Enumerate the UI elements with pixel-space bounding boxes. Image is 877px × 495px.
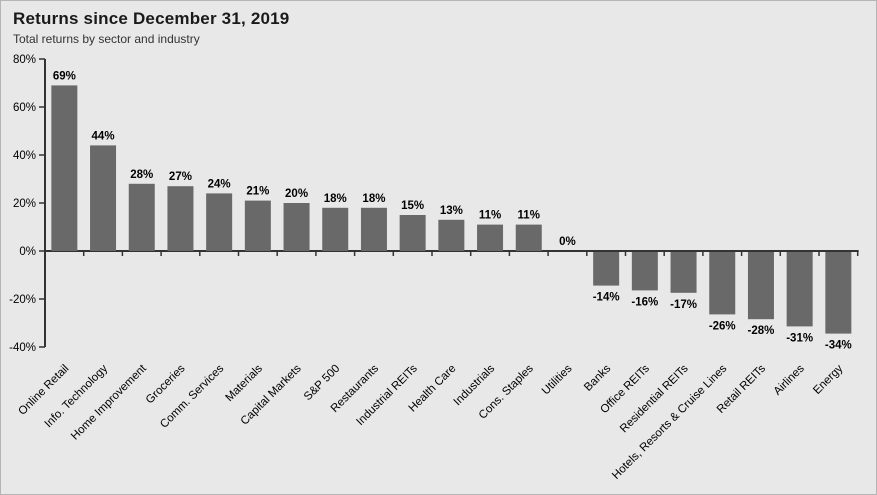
bar-banks (593, 252, 620, 286)
bar-energy (825, 252, 852, 334)
bar-value-label: 20% (285, 188, 308, 200)
bar-value-label: -28% (748, 325, 775, 337)
bar-capital-markets (283, 203, 310, 251)
bar-value-label: 13% (440, 205, 463, 217)
bar-value-label: -31% (786, 332, 813, 344)
x-category-label: Energy (811, 362, 845, 396)
bar-value-label: 15% (401, 200, 424, 212)
bar-comm-services (206, 193, 233, 251)
bar-groceries (167, 186, 194, 251)
y-tick-label: -20% (9, 294, 36, 306)
bar-materials (244, 200, 271, 251)
bar-retail-reits (747, 252, 774, 320)
bar-residential-reits (670, 252, 697, 293)
bar-cons-staples (515, 224, 542, 251)
bar-value-label: 21% (246, 186, 269, 198)
bar-value-label: 0% (559, 236, 576, 248)
bar-s-p-500 (322, 207, 349, 251)
x-category-label: Utilities (540, 362, 575, 397)
bar-value-label: -14% (593, 292, 620, 304)
x-category-label: S&P 500 (302, 363, 342, 403)
x-category-label: Home Improvement (69, 362, 149, 442)
bar-airlines (786, 252, 813, 327)
bar-value-label: 24% (208, 178, 231, 190)
y-tick-label: -40% (9, 342, 36, 354)
chart-header: Returns since December 31, 2019 Total re… (13, 9, 289, 46)
y-tick-label: 0% (19, 246, 36, 258)
bar-value-label: -16% (631, 296, 658, 308)
y-tick-label: 40% (13, 150, 36, 162)
x-category-label: Airlines (772, 362, 807, 397)
bar-value-label: 28% (130, 169, 153, 181)
bar-health-care (438, 219, 465, 251)
bar-home-improvement (128, 183, 155, 251)
bar-hotels-resorts-cruise-lines (709, 252, 736, 315)
bar-value-label: 11% (518, 210, 540, 222)
y-tick-label: 80% (13, 54, 36, 66)
bar-value-label: 27% (169, 171, 192, 183)
bar-value-label: 44% (92, 130, 115, 142)
x-category-label: Banks (582, 362, 613, 393)
y-tick-label: 60% (13, 102, 36, 114)
bar-value-label: 18% (324, 193, 347, 205)
bar-info-technology (90, 145, 117, 251)
x-category-label: Residential REITs (618, 362, 691, 435)
bar-value-label: 18% (362, 193, 385, 205)
bar-restaurants (360, 207, 387, 251)
bar-value-label: -17% (670, 299, 697, 311)
bar-value-label: -26% (709, 320, 736, 332)
chart-subtitle: Total returns by sector and industry (13, 31, 200, 46)
bar-value-label: -34% (825, 340, 852, 352)
y-tick-label: 20% (13, 198, 36, 210)
bar-office-reits (631, 252, 658, 291)
bar-industrials (477, 224, 504, 251)
chart-title: Returns since December 31, 2019 (13, 9, 290, 28)
bar-value-label: 69% (53, 70, 76, 82)
bar-industrial-reits (399, 215, 426, 251)
bar-online-retail (51, 85, 78, 252)
bar-value-label: 11% (479, 210, 501, 222)
